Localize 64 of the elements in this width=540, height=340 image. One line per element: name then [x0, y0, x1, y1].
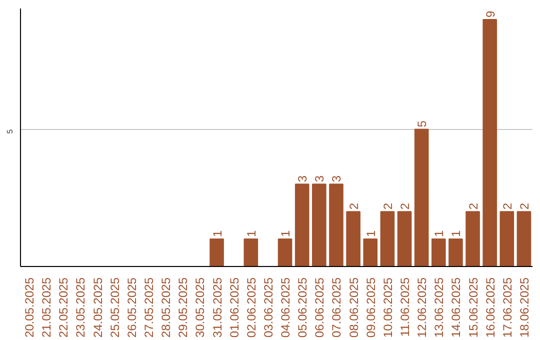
- x-tick-label: 30.05.2025: [193, 277, 208, 338]
- bar: [431, 238, 446, 266]
- x-tick-label: 03.06.2025: [261, 277, 276, 338]
- bar: [414, 128, 429, 266]
- x-tick-label: 14.06.2025: [449, 277, 464, 338]
- x-tick-label: 25.05.2025: [108, 277, 122, 338]
- data-label: 1: [364, 230, 378, 238]
- x-tick-label: 29.05.2025: [176, 277, 190, 338]
- x-tick-label: 10.06.2025: [380, 277, 395, 338]
- bar: [500, 211, 514, 266]
- x-tick-label: 08.06.2025: [346, 277, 361, 338]
- x-tick-label: 05.06.2025: [296, 277, 310, 338]
- data-label: 2: [500, 202, 514, 210]
- bar: [466, 211, 480, 266]
- x-tick-label: 02.06.2025: [244, 277, 258, 338]
- x-tick-label: 13.06.2025: [432, 277, 446, 338]
- x-tick-label: 31.05.2025: [210, 277, 224, 338]
- data-label: 9: [483, 10, 498, 18]
- bar: [294, 184, 310, 266]
- data-label: 5: [415, 120, 430, 128]
- data-label: 1: [278, 230, 293, 238]
- data-label: 3: [296, 175, 310, 182]
- x-tick-label: 27.05.2025: [142, 277, 156, 338]
- x-tick-label: 23.05.2025: [74, 277, 88, 338]
- x-tick-label: 18.06.2025: [517, 277, 532, 338]
- bar: [346, 211, 360, 266]
- x-tick-label: 15.06.2025: [466, 277, 480, 338]
- x-tick-label: 28.05.2025: [159, 277, 174, 338]
- bar: [329, 184, 344, 266]
- bar: [397, 211, 412, 266]
- data-label: 2: [517, 202, 532, 210]
- x-tick-label: 09.06.2025: [364, 277, 378, 338]
- x-tick-label: 01.06.2025: [227, 277, 242, 338]
- data-label: 1: [432, 230, 446, 238]
- data-label: 2: [466, 202, 480, 210]
- x-tick-label: 26.05.2025: [124, 277, 139, 338]
- x-tick-label: 11.06.2025: [398, 277, 412, 337]
- x-tick-label: 12.06.2025: [415, 277, 430, 338]
- bar: [210, 238, 224, 266]
- x-tick-label: 17.06.2025: [500, 277, 514, 338]
- bar: [244, 238, 258, 266]
- bar: [363, 238, 378, 266]
- x-tick-label: 06.06.2025: [312, 277, 327, 338]
- bar: [312, 184, 326, 266]
- data-label: 3: [330, 175, 344, 182]
- x-tick-label: 04.06.2025: [278, 277, 293, 338]
- x-tick-label: 22.05.2025: [56, 277, 71, 338]
- bar: [516, 211, 532, 266]
- x-tick-label: 16.06.2025: [483, 277, 498, 338]
- data-label: 2: [346, 202, 361, 210]
- x-tick-label: 07.06.2025: [330, 277, 344, 338]
- data-label: 1: [210, 230, 224, 238]
- bar: [278, 238, 292, 266]
- data-label: 3: [312, 175, 327, 182]
- bar: [448, 238, 463, 266]
- x-tick-label: 21.05.2025: [40, 277, 54, 338]
- bar: [482, 18, 497, 266]
- x-tick-label: 24.05.2025: [90, 277, 105, 338]
- data-label: 1: [449, 230, 464, 238]
- x-tick-label: 20.05.2025: [22, 277, 37, 338]
- data-label: 1: [244, 230, 258, 238]
- bar: [380, 211, 395, 266]
- data-label: 2: [380, 202, 395, 210]
- data-label: 2: [398, 202, 412, 210]
